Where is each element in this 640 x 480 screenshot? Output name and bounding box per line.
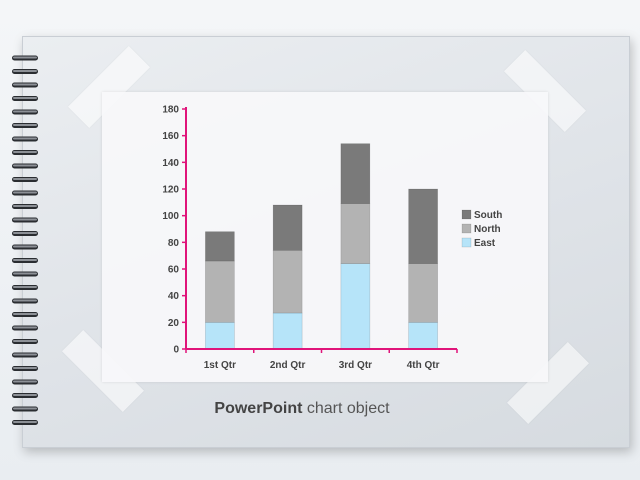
spiral-ring (12, 69, 38, 74)
spiral-ring (12, 352, 38, 358)
spiral-ring (12, 393, 38, 398)
bar-north-1 (205, 260, 235, 323)
spiral-ring (12, 136, 38, 142)
ring-highlight (13, 164, 37, 167)
x-tick-label: 1st Qtr (204, 360, 236, 371)
spiral-ring (12, 244, 38, 250)
y-tick-label: 180 (162, 105, 179, 116)
spiral-ring (12, 55, 38, 61)
ring-highlight (13, 313, 37, 315)
spiral-ring (12, 204, 38, 209)
ring-highlight (13, 353, 37, 356)
y-tick-label: 140 (162, 158, 179, 169)
y-tick-label: 40 (168, 291, 180, 302)
ring-highlight (13, 137, 37, 140)
ring-highlight (13, 151, 37, 153)
ring-highlight (13, 272, 37, 275)
legend-label-east: East (474, 238, 496, 249)
ring-highlight (13, 178, 37, 180)
caption-rest: chart object (302, 400, 390, 417)
bar-south-1 (205, 231, 235, 262)
ring-highlight (13, 232, 37, 234)
bar-north-3 (340, 203, 371, 264)
bar-east-3 (340, 263, 371, 350)
spiral-ring (12, 163, 38, 169)
spiral-ring (12, 271, 38, 277)
x-tick-label: 2nd Qtr (270, 360, 306, 371)
ring-highlight (13, 380, 37, 383)
ring-highlight (13, 286, 37, 288)
spiral-binding (12, 55, 38, 425)
y-tick-label: 80 (168, 238, 180, 249)
spiral-ring (12, 312, 38, 317)
y-tick-label: 160 (162, 131, 179, 142)
stacked-bar-chart: 1st Qtr 2nd Qtr 3rd Qtr 4th Qtr 0 20 40 60 80 100… (162, 105, 502, 372)
spiral-ring (12, 217, 38, 223)
spiral-ring (12, 190, 38, 196)
y-tick-label: 20 (168, 318, 180, 329)
spiral-ring (12, 150, 38, 155)
spiral-ring (12, 420, 38, 425)
ring-highlight (13, 394, 37, 396)
legend-label-south: South (474, 210, 502, 221)
ring-highlight (13, 124, 37, 126)
legend-swatch-north (461, 223, 472, 234)
ring-highlight (13, 110, 37, 113)
bar-east-2 (272, 312, 303, 350)
chart-card: 1st Qtr 2nd Qtr 3rd Qtr 4th Qtr 0 20 40 60 80 100… (102, 92, 548, 382)
spiral-ring (12, 109, 38, 115)
spiral-ring (12, 231, 38, 236)
spiral-ring (12, 325, 38, 331)
spiral-ring (12, 258, 38, 263)
ring-highlight (13, 299, 37, 302)
bar-east-4 (408, 322, 438, 350)
ring-highlight (13, 340, 37, 342)
spiral-ring (12, 298, 38, 304)
x-tick-label: 4th Qtr (407, 360, 440, 371)
spiral-ring (12, 96, 38, 101)
ring-highlight (13, 205, 37, 207)
spiral-ring (12, 406, 38, 412)
ring-highlight (13, 407, 37, 410)
y-tick-label: 60 (168, 265, 180, 276)
spiral-ring (12, 379, 38, 385)
legend-swatch-east (461, 237, 472, 248)
bar-north-4 (408, 263, 438, 323)
spiral-ring (12, 82, 38, 88)
ring-highlight (13, 367, 37, 369)
ring-highlight (13, 191, 37, 194)
ring-highlight (13, 56, 37, 59)
bar-south-3 (340, 143, 371, 204)
spiral-ring (12, 366, 38, 371)
y-tick-label: 0 (173, 345, 179, 356)
ring-highlight (13, 70, 37, 72)
y-tick-label: 120 (162, 185, 179, 196)
ring-highlight (13, 326, 37, 329)
ring-highlight (13, 83, 37, 86)
bar-north-2 (272, 250, 303, 314)
spiral-ring (12, 123, 38, 128)
spiral-ring (12, 177, 38, 182)
ring-highlight (13, 218, 37, 221)
ring-highlight (13, 245, 37, 248)
bar-south-2 (272, 204, 303, 251)
spiral-ring (12, 339, 38, 344)
legend-label-north: North (474, 224, 501, 235)
ring-highlight (13, 421, 37, 423)
chart-caption: PowerPoint chart object (102, 400, 502, 418)
ring-highlight (13, 259, 37, 261)
x-tick-label: 3rd Qtr (339, 360, 372, 371)
legend-swatch-south (461, 209, 472, 220)
spiral-ring (12, 285, 38, 290)
bar-east-1 (205, 322, 235, 350)
ring-highlight (13, 97, 37, 99)
bar-south-4 (408, 188, 438, 264)
caption-bold: PowerPoint (214, 400, 303, 417)
y-tick-label: 100 (162, 211, 179, 222)
